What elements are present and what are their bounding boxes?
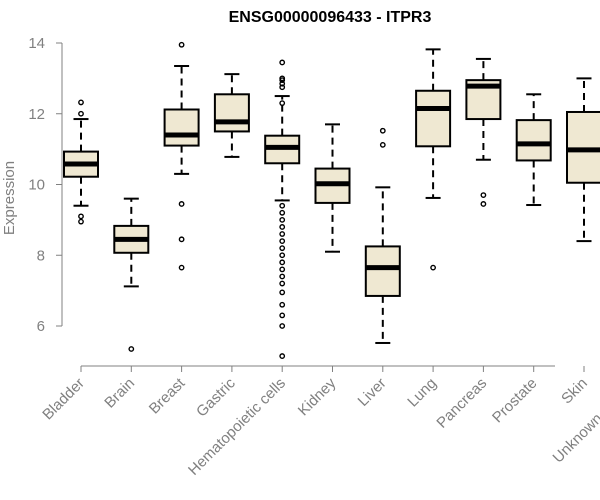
box-bladder (63, 99, 99, 225)
outlier-point (279, 280, 286, 287)
outlier-point (178, 201, 185, 207)
outlier-point (178, 236, 185, 243)
y-tick-label: 12 (28, 106, 45, 123)
outlier-point (128, 346, 135, 352)
outlier-point (78, 110, 84, 117)
y-tick-label: 6 (37, 318, 45, 335)
outlier-point (279, 80, 286, 87)
outlier-point (279, 59, 286, 66)
x-tick-label: Skin (558, 375, 591, 408)
x-tick-label: Lung (404, 375, 440, 411)
box-lung (415, 48, 452, 271)
y-tick-label: 14 (28, 35, 45, 52)
outlier-point (279, 77, 286, 84)
outlier-point (178, 41, 185, 48)
x-tick-label: Bladder (39, 375, 88, 424)
outlier-point (279, 289, 286, 296)
box-liver (364, 127, 401, 344)
box-body (163, 108, 200, 147)
outlier-point (279, 209, 286, 216)
x-tick-label: Hematopoietic cells (185, 375, 289, 479)
outlier-point (480, 201, 487, 207)
outlier-point (178, 264, 185, 271)
x-tick-label: Prostate (489, 375, 541, 427)
y-axis-label: Expression (1, 161, 18, 235)
outlier-point (279, 273, 286, 280)
x-tick-label: Liver (355, 375, 390, 410)
box-gastric (213, 73, 250, 158)
outlier-point (279, 252, 286, 259)
boxes-group (63, 41, 600, 359)
y-tick-label: 8 (37, 247, 45, 264)
outlier-point (279, 231, 286, 237)
outlier-point (279, 259, 286, 266)
outlier-point (279, 100, 286, 107)
box-body (415, 89, 452, 148)
outlier-point (279, 323, 286, 329)
box-kidney (314, 123, 351, 253)
outlier-point (379, 127, 386, 134)
box-breast (163, 41, 200, 271)
box-body (213, 93, 250, 133)
outlier-point (480, 192, 487, 199)
y-tick-label: 10 (28, 177, 45, 194)
box-hematopoietic-cells (264, 59, 301, 359)
outlier-point (279, 224, 286, 230)
outlier-point (78, 99, 84, 106)
outlier-point (78, 213, 84, 220)
chart-title: ENSG00000096433 - ITPR3 (229, 9, 432, 26)
box-body (515, 119, 552, 162)
box-skin (566, 77, 600, 243)
outlier-point (279, 266, 286, 273)
x-tick-label: Gastric (193, 374, 239, 420)
outlier-point (279, 216, 286, 223)
outlier-point (279, 238, 286, 245)
box-body (364, 245, 401, 297)
box-prostate (515, 93, 552, 207)
outlier-point (279, 202, 286, 209)
y-axis: 6 8 10 12 14 (28, 35, 63, 335)
outlier-point (430, 264, 436, 271)
x-tick-label: Brain (101, 375, 138, 412)
x-tick-label: Breast (146, 374, 189, 417)
x-tick-label: Kidney (295, 374, 340, 419)
x-tick-label: Pancreas (433, 375, 490, 432)
outlier-point (279, 312, 286, 319)
outlier-point (279, 301, 286, 308)
outlier-point (78, 218, 84, 225)
box-pancreas (465, 57, 502, 207)
outlier-point (279, 84, 286, 91)
outlier-point (379, 141, 386, 148)
box-brain (113, 197, 150, 352)
outlier-point (279, 245, 286, 252)
outlier-point (279, 353, 286, 359)
